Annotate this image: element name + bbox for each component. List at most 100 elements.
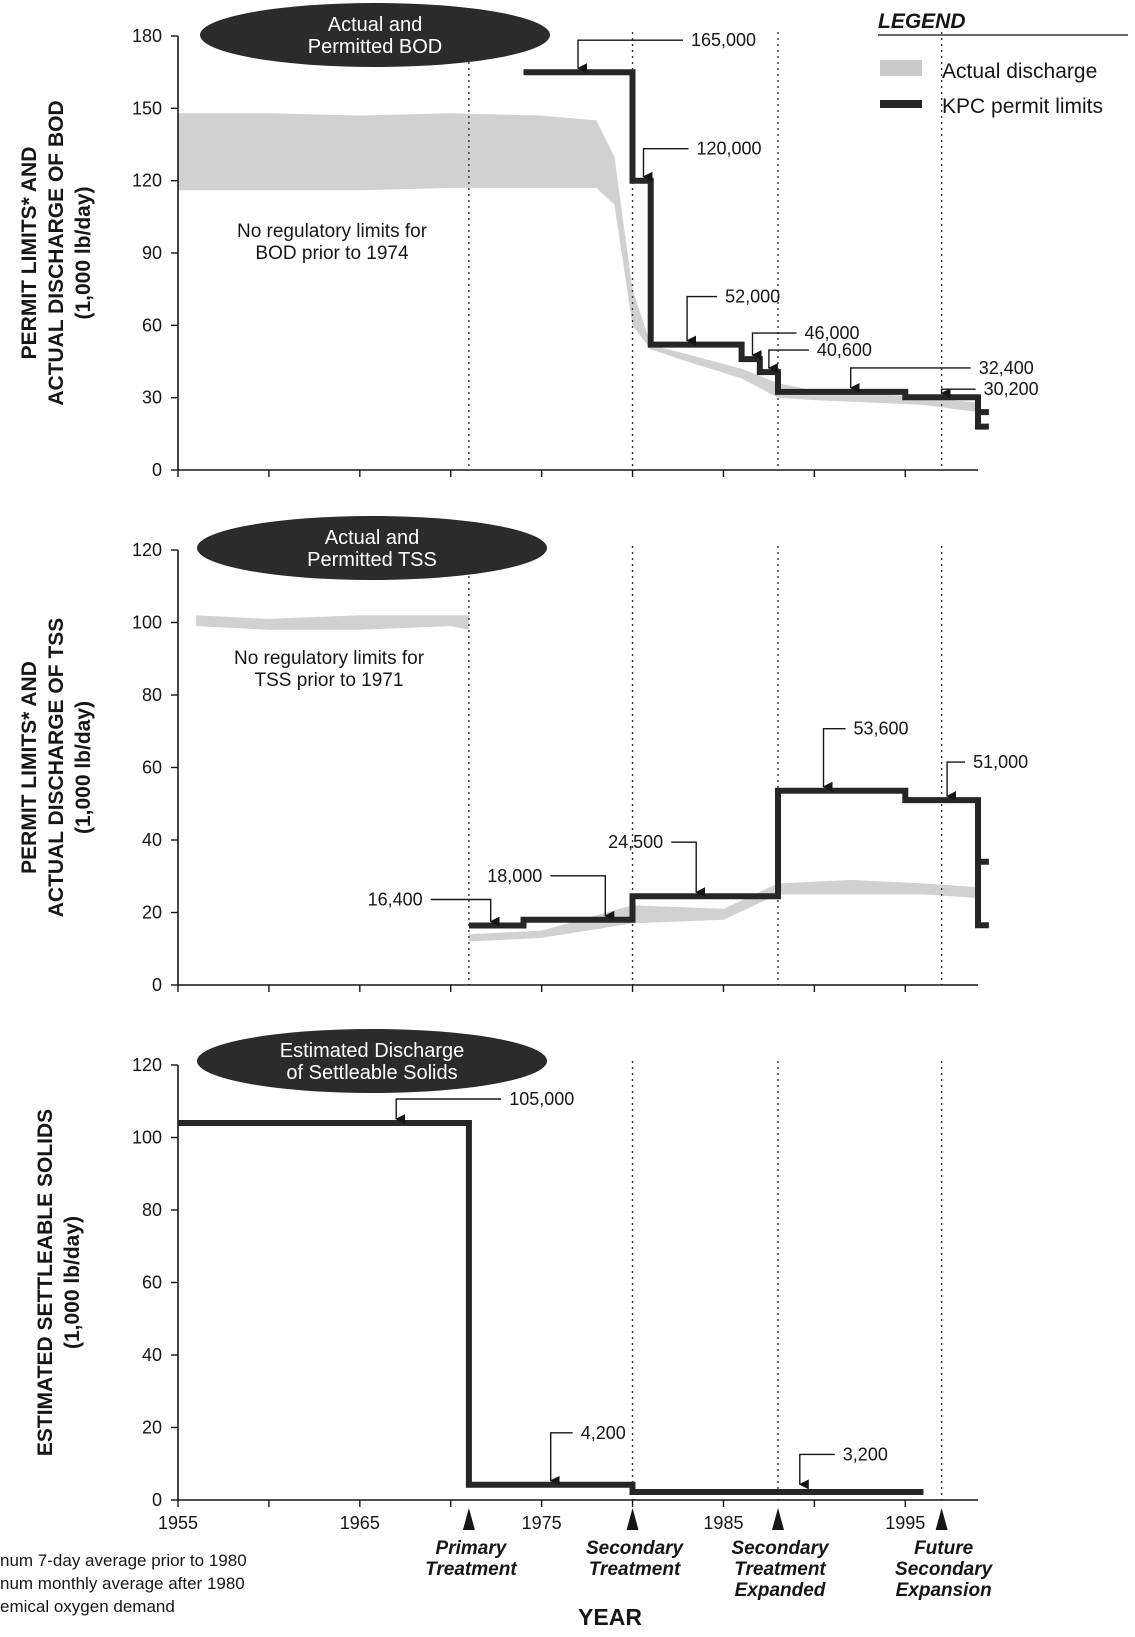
permit-limits-line: [468, 787, 989, 929]
panel-3: 0 20 40 60 80 100 120 ESTIMATED SETTLEABLE SOLI…: [34, 1029, 978, 1510]
phase-label: Treatment: [734, 1559, 826, 1580]
y-axis-label-line: (1,000 lb/day): [72, 701, 95, 834]
x-axis: 1955 1965 1975 1985 1995: [158, 1513, 925, 1533]
annotation-leader: [395, 1098, 502, 1124]
annotation-label: 4,200: [581, 1423, 626, 1443]
panel-2: 0 20 40 60 80 100 120 PERMIT LIMITS* AND ACTUAL …: [18, 516, 1028, 995]
y-tick-label: 20: [142, 1418, 162, 1438]
y-tick-label: 80: [142, 685, 162, 705]
y-axis-label-line: (1,000 lb/day): [72, 186, 95, 319]
annotation-label: 52,000: [725, 287, 780, 307]
legend-actual-swatch: [880, 60, 922, 76]
y-tick-label: 80: [142, 1200, 162, 1220]
y-tick-label: 180: [132, 26, 162, 46]
panel-title: Actual and: [325, 527, 420, 549]
y-tick-label: 20: [142, 903, 162, 923]
y-axis-label-line: PERMIT LIMITS* AND: [18, 147, 41, 360]
annotation-leader: [946, 761, 966, 802]
panel-title-badge: [197, 516, 547, 580]
legend-permit-label: KPC permit limits: [942, 95, 1103, 118]
y-tick-label: 100: [132, 1128, 162, 1148]
annotation-leader: [577, 39, 683, 74]
y-tick-label: 60: [142, 758, 162, 778]
annotation-label: 24,500: [608, 832, 663, 852]
annotation-leader: [642, 148, 689, 182]
phase-label: Secondary: [895, 1559, 994, 1580]
no-regulatory-limits-note: BOD prior to 1974: [255, 243, 409, 264]
annotation-label: 105,000: [509, 1089, 574, 1109]
y-axis-label-line: ACTUAL DISCHARGE OF BOD: [45, 100, 68, 405]
phase-label: Secondary: [586, 1538, 685, 1559]
y-tick-label: 120: [132, 171, 162, 191]
y-axis-label-line: PERMIT LIMITS* AND: [18, 661, 41, 874]
annotation-leader: [671, 841, 706, 898]
x-tick-label: 1965: [340, 1513, 380, 1533]
phase-marker-triangle: [462, 1508, 475, 1530]
phase-label: Expanded: [735, 1580, 826, 1601]
annotation-label: 120,000: [697, 139, 762, 159]
y-tick-label: 0: [152, 1490, 162, 1510]
x-tick-label: 1985: [703, 1513, 743, 1533]
y-axis-label-line: ESTIMATED SETTLEABLE SOLIDS: [34, 1109, 57, 1456]
x-tick-label: 1955: [158, 1513, 198, 1533]
panel-title: Permitted BOD: [308, 36, 442, 58]
annotation-leader: [751, 332, 797, 361]
y-tick-label: 120: [132, 1055, 162, 1075]
no-regulatory-limits-note: No regulatory limits for: [237, 221, 428, 242]
annotation-label: 46,000: [805, 323, 860, 343]
phase-label: Treatment: [589, 1559, 681, 1580]
annotation-leader: [767, 349, 809, 374]
annotation-label: 51,000: [973, 752, 1028, 772]
annotation-label: 16,400: [368, 890, 423, 910]
annotation-leader: [798, 1453, 835, 1490]
panel-title: of Settleable Solids: [286, 1062, 457, 1084]
annotation-leader: [822, 728, 846, 792]
footnote-2: num monthly average after 1980: [0, 1574, 245, 1593]
legend-permit-swatch: [880, 100, 922, 108]
annotation-label: 30,200: [984, 379, 1039, 399]
phase-label: Secondary: [731, 1538, 830, 1559]
annotation-leader: [940, 388, 976, 399]
phase-marker-triangle: [772, 1508, 784, 1530]
y-tick-label: 120: [132, 540, 162, 560]
footnote-1: num 7-day average prior to 1980: [0, 1551, 247, 1570]
no-regulatory-limits-note: No regulatory limits for: [234, 648, 425, 669]
y-tick-label: 0: [152, 460, 162, 480]
phase-label: Primary: [436, 1538, 508, 1559]
annotation-leader: [550, 875, 615, 921]
y-tick-label: 60: [142, 315, 162, 335]
annotation-label: 32,400: [979, 358, 1034, 378]
y-tick-label: 60: [142, 1273, 162, 1293]
annotation-label: 40,600: [817, 340, 872, 360]
x-tick-label: 1975: [522, 1513, 562, 1533]
panel-title-badge: [197, 1029, 547, 1093]
phase-label: Future: [914, 1538, 974, 1559]
y-tick-label: 30: [142, 388, 162, 408]
phase-marker-triangle: [626, 1508, 639, 1530]
legend-actual-label: Actual discharge: [942, 60, 1097, 83]
panel-title: Actual and: [328, 14, 423, 36]
annotation-leader: [549, 1432, 573, 1486]
footnotes: num 7-day average prior to 1980 num mont…: [0, 1551, 247, 1616]
legend-title: LEGEND: [878, 10, 966, 33]
footnote-3: emical oxygen demand: [0, 1597, 175, 1616]
x-tick-label: 1995: [885, 1513, 925, 1533]
y-tick-label: 0: [152, 975, 162, 995]
actual-discharge-band: [178, 113, 978, 413]
phase-marker-triangle: [935, 1508, 948, 1530]
annotation-label: 3,200: [843, 1444, 888, 1464]
annotation-label: 53,600: [854, 719, 909, 739]
annotation-leader: [430, 898, 500, 927]
annotation-label: 18,000: [487, 866, 542, 886]
y-tick-label: 100: [132, 613, 162, 633]
x-axis-title: YEAR: [578, 1604, 642, 1630]
treatment-phase-markers: PrimaryTreatmentSecondaryTreatmentSecond…: [425, 1508, 994, 1601]
y-tick-label: 40: [142, 1345, 162, 1365]
y-tick-label: 90: [142, 243, 162, 263]
annotation-label: 165,000: [691, 30, 756, 50]
y-axis-label-line: ACTUAL DISCHARGE OF TSS: [45, 618, 68, 917]
panel-1: 0 30 60 90 120 150 180 PERMIT LIMITS* AND ACTUAL…: [18, 3, 1039, 480]
annotation-leader: [849, 367, 971, 393]
